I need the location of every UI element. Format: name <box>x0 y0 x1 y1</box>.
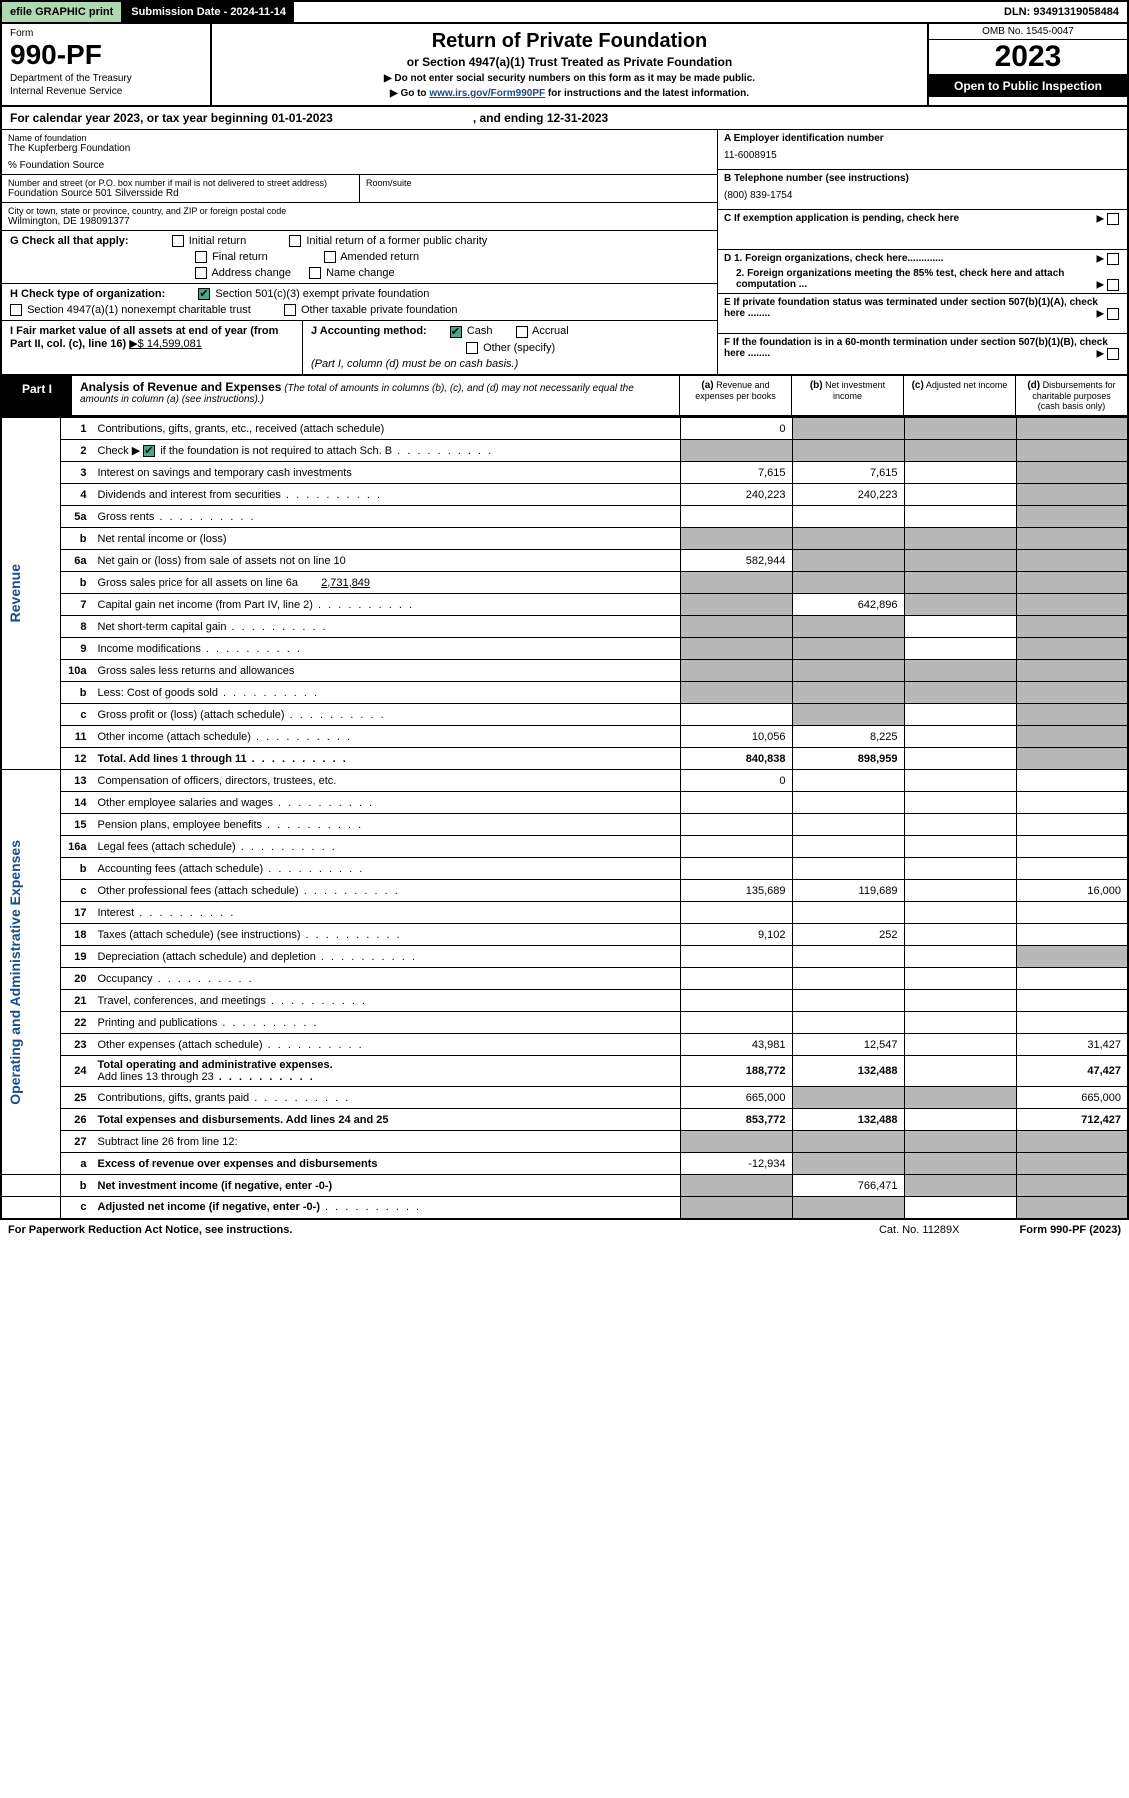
open-to-public: Open to Public Inspection <box>929 75 1127 97</box>
form-title: Return of Private Foundation <box>222 30 917 53</box>
part1-title: Analysis of Revenue and Expenses <box>80 380 281 394</box>
part1-header: Part I Analysis of Revenue and Expenses … <box>0 376 1129 417</box>
irs-link[interactable]: www.irs.gov/Form990PF <box>429 88 545 99</box>
c-label: C If exemption application is pending, c… <box>724 213 959 224</box>
name-label: Name of foundation <box>8 133 711 143</box>
h-label: H Check type of organization: <box>10 288 165 300</box>
form-header: Form 990-PF Department of the Treasury I… <box>0 24 1129 107</box>
note-ssn: ▶ Do not enter social security numbers o… <box>222 73 917 84</box>
efile-print-button[interactable]: efile GRAPHIC print <box>2 2 123 22</box>
form-subtitle: or Section 4947(a)(1) Trust Treated as P… <box>222 55 917 69</box>
dept-treasury: Department of the Treasury <box>10 73 202 84</box>
d2-label: 2. Foreign organizations meeting the 85%… <box>736 268 1064 290</box>
tax-year: 2023 <box>929 40 1127 75</box>
care-of: % Foundation Source <box>8 160 711 171</box>
irs: Internal Revenue Service <box>10 86 202 97</box>
chk-d2[interactable] <box>1107 279 1119 291</box>
g-label: G Check all that apply: <box>10 235 129 247</box>
a-label: A Employer identification number <box>724 133 884 144</box>
chk-e[interactable] <box>1107 308 1119 320</box>
chk-other-taxable[interactable] <box>284 304 296 316</box>
form-label: Form <box>10 28 202 39</box>
room-label: Room/suite <box>366 178 711 188</box>
chk-addr-change[interactable] <box>195 267 207 279</box>
foundation-name: The Kupferberg Foundation <box>8 143 711 154</box>
col-c-head: (c) Adjusted net income <box>903 376 1015 415</box>
chk-initial[interactable] <box>172 235 184 247</box>
city-label: City or town, state or province, country… <box>8 206 711 216</box>
ein: 11-6008915 <box>724 150 1121 161</box>
part1-table: Revenue 1Contributions, gifts, grants, e… <box>0 417 1129 1220</box>
chk-name-change[interactable] <box>309 267 321 279</box>
omb-number: OMB No. 1545-0047 <box>929 24 1127 40</box>
col-b-head: (b) Net investment income <box>791 376 903 415</box>
submission-date: Submission Date - 2024-11-14 <box>123 2 294 22</box>
chk-d1[interactable] <box>1107 253 1119 265</box>
city-state-zip: Wilmington, DE 198091377 <box>8 216 711 227</box>
form-ref: Form 990-PF (2023) <box>1020 1224 1122 1236</box>
chk-4947[interactable] <box>10 304 22 316</box>
chk-c[interactable] <box>1107 213 1119 225</box>
chk-501c3[interactable] <box>198 288 210 300</box>
pra-notice: For Paperwork Reduction Act Notice, see … <box>8 1224 292 1236</box>
dln: DLN: 93491319058484 <box>996 2 1127 22</box>
col-a-head: (a) Revenue and expenses per books <box>679 376 791 415</box>
street-address: Foundation Source 501 Silversside Rd <box>8 188 353 199</box>
calendar-year-row: For calendar year 2023, or tax year begi… <box>0 107 1129 130</box>
addr-label: Number and street (or P.O. box number if… <box>8 178 353 188</box>
note-link: ▶ Go to www.irs.gov/Form990PF for instru… <box>222 88 917 99</box>
f-label: F If the foundation is in a 60-month ter… <box>724 337 1108 359</box>
chk-sch-b[interactable] <box>143 445 155 457</box>
chk-accrual[interactable] <box>516 326 528 338</box>
cat-no: Cat. No. 11289X <box>879 1224 960 1236</box>
page-footer: For Paperwork Reduction Act Notice, see … <box>0 1220 1129 1240</box>
col-d-head: (d) Disbursements for charitable purpose… <box>1015 376 1127 415</box>
phone: (800) 839-1754 <box>724 190 1121 201</box>
chk-cash[interactable] <box>450 326 462 338</box>
chk-other-method[interactable] <box>466 342 478 354</box>
form-number: 990-PF <box>10 39 202 71</box>
top-bar: efile GRAPHIC print Submission Date - 20… <box>0 0 1129 24</box>
e-label: E If private foundation status was termi… <box>724 297 1098 319</box>
d1-label: D 1. Foreign organizations, check here..… <box>724 253 944 264</box>
expenses-side-label: Operating and Administrative Expenses <box>7 840 23 1105</box>
info-grid: Name of foundation The Kupferberg Founda… <box>0 130 1129 376</box>
j-note: (Part I, column (d) must be on cash basi… <box>311 358 518 370</box>
chk-final[interactable] <box>195 251 207 263</box>
j-label: J Accounting method: <box>311 325 427 337</box>
chk-amended[interactable] <box>324 251 336 263</box>
b-label: B Telephone number (see instructions) <box>724 173 909 184</box>
chk-f[interactable] <box>1107 348 1119 360</box>
revenue-side-label: Revenue <box>7 564 23 622</box>
fmv-value: ▶$ 14,599,081 <box>129 338 202 350</box>
chk-initial-former[interactable] <box>289 235 301 247</box>
part1-tab: Part I <box>2 376 72 415</box>
